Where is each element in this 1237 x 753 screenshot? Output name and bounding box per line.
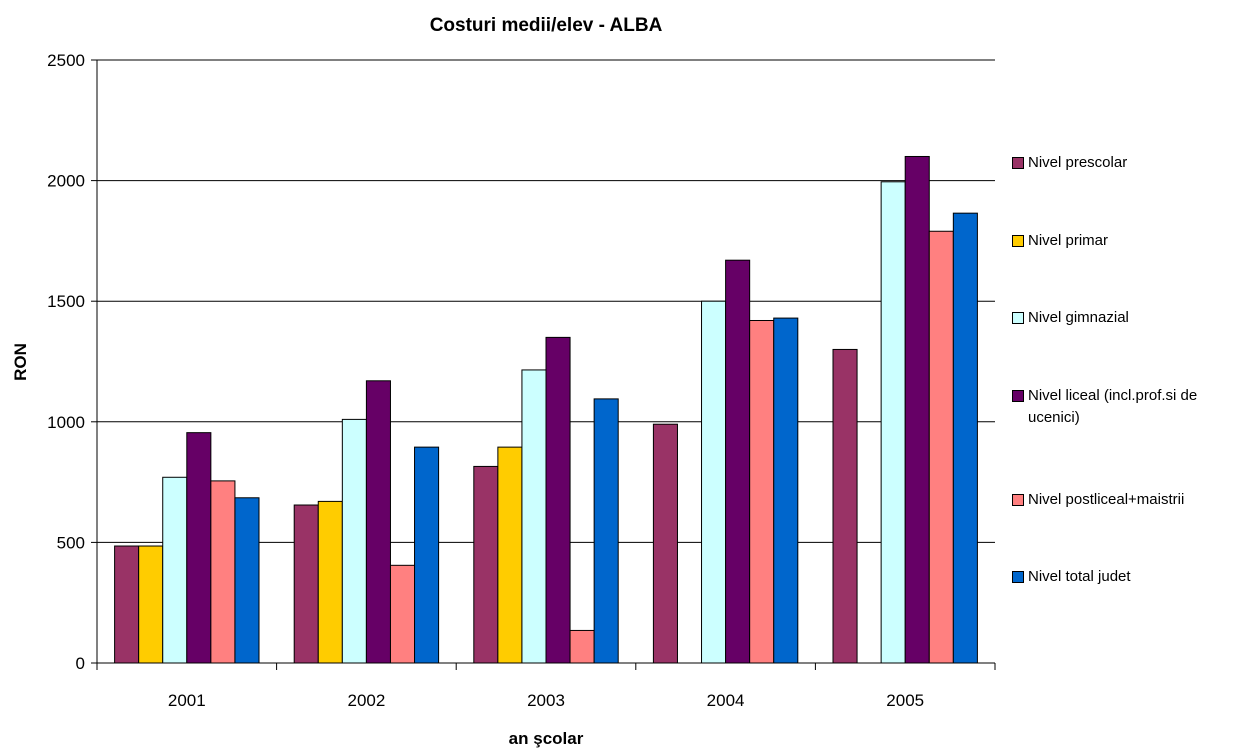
bar-4-2001 bbox=[186, 432, 212, 664]
bar-4-2004 bbox=[725, 259, 751, 664]
legend-label: Nivel total judet bbox=[1028, 568, 1131, 585]
x-axis-label: an şcolar bbox=[509, 729, 584, 748]
legend-swatch bbox=[1012, 312, 1024, 324]
y-axis-label: RON bbox=[11, 343, 30, 381]
legend-item: Nivel primar bbox=[1012, 230, 1228, 252]
y-tick-label: 1500 bbox=[47, 292, 85, 311]
chart-title: Costuri medii/elev - ALBA bbox=[430, 15, 663, 36]
bar-4-2005 bbox=[904, 155, 930, 664]
bar-6-2004 bbox=[773, 317, 799, 664]
x-tick-label: 2005 bbox=[886, 691, 924, 710]
x-tick-label: 2001 bbox=[168, 691, 206, 710]
x-tick-label: 2003 bbox=[527, 691, 565, 710]
bar-3-2004 bbox=[701, 300, 727, 664]
bar-1-2002 bbox=[293, 504, 319, 664]
y-tick-label: 1000 bbox=[47, 413, 85, 432]
bar-6-2002 bbox=[414, 446, 440, 664]
legend-swatch bbox=[1012, 571, 1024, 583]
bar-6-2005 bbox=[952, 212, 978, 664]
y-tick-label: 2500 bbox=[47, 51, 85, 70]
y-tick-label: 2000 bbox=[47, 172, 85, 191]
bar-4-2002 bbox=[365, 380, 391, 664]
tick-labels: 0 500 1000 1500 2000 2500 2001 2002 2003 2004 2005 bbox=[47, 51, 924, 710]
y-tick-label: 500 bbox=[57, 533, 85, 552]
bar-1-2001 bbox=[114, 545, 140, 664]
legend-item: Nivel postliceal+maistrii bbox=[1012, 489, 1228, 511]
x-tick-label: 2004 bbox=[707, 691, 745, 710]
bar-3-2005 bbox=[880, 181, 906, 664]
legend-label: Nivel gimnazial bbox=[1028, 309, 1129, 326]
y-tick-label: 0 bbox=[76, 654, 85, 673]
legend-item: Nivel total judet bbox=[1012, 566, 1228, 588]
legend-item: Nivel gimnazial bbox=[1012, 307, 1228, 329]
legend-label: Nivel liceal (incl.prof.si de ucenici) bbox=[1028, 387, 1198, 426]
legend-item: Nivel prescolar bbox=[1012, 152, 1228, 174]
bar-5-2002 bbox=[389, 564, 416, 664]
bar-2-2001 bbox=[138, 545, 164, 664]
bar-1-2005 bbox=[832, 348, 858, 664]
legend-label: Nivel postliceal+maistrii bbox=[1028, 491, 1185, 508]
bar-5-2004 bbox=[749, 319, 775, 664]
legend-item: Nivel liceal (incl.prof.si de ucenici) bbox=[1012, 385, 1228, 429]
legend-swatch bbox=[1012, 494, 1024, 506]
bar-5-2005 bbox=[928, 230, 954, 664]
axes bbox=[91, 59, 996, 670]
legend-label: Nivel primar bbox=[1028, 232, 1109, 249]
bar-3-2003 bbox=[521, 369, 547, 664]
bar-3-2001 bbox=[162, 476, 188, 664]
bar-2-2002 bbox=[317, 500, 343, 664]
legend-swatch bbox=[1012, 235, 1024, 247]
bar-4-2003 bbox=[545, 336, 571, 664]
bar-5-2003 bbox=[569, 629, 595, 664]
bar-3-2002 bbox=[341, 418, 367, 664]
bar-1-2003 bbox=[473, 465, 499, 664]
legend-swatch bbox=[1012, 390, 1024, 402]
x-tick-label: 2002 bbox=[347, 691, 385, 710]
legend-swatch bbox=[1012, 157, 1024, 169]
bar-5-2001 bbox=[210, 480, 236, 664]
bar-1-2004 bbox=[652, 423, 678, 664]
bars bbox=[114, 155, 978, 664]
bar-2-2003 bbox=[497, 446, 523, 664]
bar-6-2001 bbox=[234, 497, 260, 664]
bar-6-2003 bbox=[593, 398, 619, 664]
legend-label: Nivel prescolar bbox=[1028, 154, 1128, 171]
